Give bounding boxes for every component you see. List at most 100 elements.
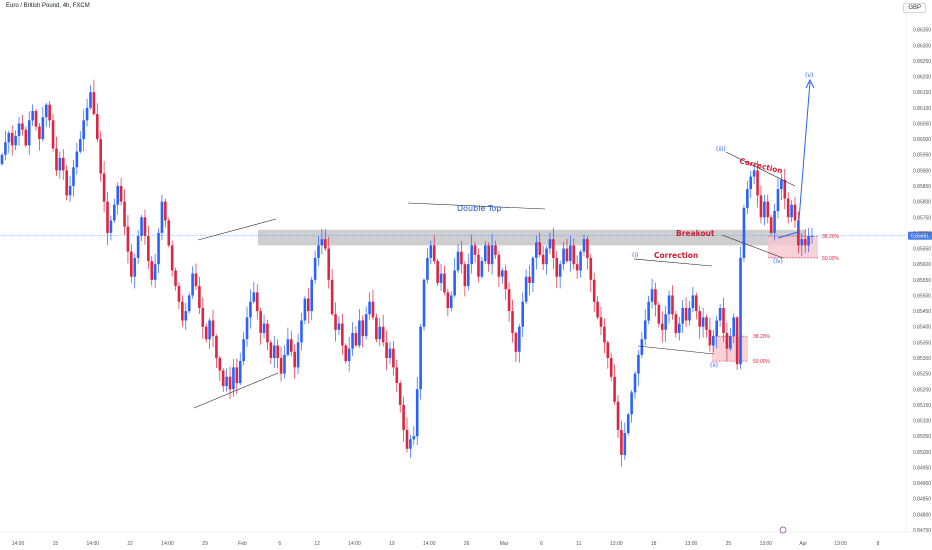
candle bbox=[364, 306, 368, 340]
candle bbox=[133, 253, 137, 289]
candle-body bbox=[759, 195, 763, 218]
candle-body bbox=[432, 245, 436, 262]
candle bbox=[51, 113, 55, 152]
candle-body bbox=[599, 317, 603, 327]
candle-body bbox=[633, 373, 637, 393]
candle bbox=[61, 149, 65, 180]
candle bbox=[603, 318, 606, 354]
candle-body bbox=[334, 314, 337, 330]
candle bbox=[99, 131, 102, 182]
x-tick-label: 29 bbox=[202, 541, 208, 547]
candle bbox=[518, 324, 521, 363]
candle bbox=[528, 265, 531, 296]
candle bbox=[582, 234, 586, 257]
x-tick-label: Feb bbox=[238, 541, 247, 547]
y-tick-label: 0.85950 bbox=[913, 153, 931, 159]
candle-body bbox=[603, 326, 606, 343]
candle-body bbox=[742, 207, 746, 258]
candle bbox=[157, 228, 160, 274]
candle-body bbox=[358, 320, 361, 346]
candle-body bbox=[320, 239, 324, 246]
candle bbox=[763, 194, 766, 226]
candle-body bbox=[654, 289, 657, 305]
candle bbox=[286, 327, 290, 357]
candle bbox=[732, 313, 736, 344]
candle-body bbox=[14, 135, 17, 146]
candle bbox=[228, 366, 232, 400]
candle bbox=[198, 276, 201, 314]
candle bbox=[647, 295, 650, 325]
candle bbox=[194, 263, 198, 290]
candle-body bbox=[130, 251, 133, 277]
candle bbox=[786, 192, 790, 224]
candle bbox=[218, 355, 222, 381]
candle-body bbox=[347, 348, 351, 362]
candle bbox=[562, 242, 565, 271]
y-tick-label: 0.85800 bbox=[913, 200, 931, 206]
y-tick-label: 0.84850 bbox=[913, 497, 931, 503]
y-tick-label: 0.85400 bbox=[913, 325, 931, 331]
candle bbox=[78, 131, 82, 154]
candle-body bbox=[392, 348, 395, 368]
candle bbox=[337, 316, 341, 335]
candle bbox=[409, 434, 412, 458]
candle bbox=[354, 325, 358, 348]
candle bbox=[483, 241, 487, 265]
candle-body bbox=[749, 176, 753, 190]
candle-body bbox=[313, 257, 317, 280]
candle bbox=[643, 309, 647, 346]
candle bbox=[630, 389, 633, 423]
candle bbox=[609, 352, 613, 382]
candle bbox=[589, 254, 593, 293]
correction-2-upper-line bbox=[725, 151, 796, 187]
currency-button[interactable]: GBP bbox=[903, 3, 926, 13]
candle-body bbox=[218, 358, 222, 371]
candle bbox=[708, 317, 712, 352]
y-tick-label: 0.86250 bbox=[913, 59, 931, 65]
candle bbox=[95, 103, 99, 142]
candle bbox=[637, 350, 640, 386]
candle bbox=[204, 323, 208, 343]
candle-body bbox=[344, 345, 348, 362]
candle bbox=[623, 422, 627, 460]
fib-label-lower-50: 50.00% bbox=[753, 359, 771, 365]
candle bbox=[541, 245, 545, 271]
candle-body bbox=[609, 358, 613, 377]
candle bbox=[712, 329, 715, 353]
candle-body bbox=[725, 332, 729, 349]
candle bbox=[245, 306, 249, 348]
candle-body bbox=[769, 217, 773, 233]
candle-body bbox=[422, 279, 426, 327]
candle bbox=[470, 234, 473, 274]
candle-body bbox=[650, 289, 654, 302]
y-tick-label: 0.85350 bbox=[913, 340, 931, 346]
candle bbox=[320, 229, 324, 255]
candle-body bbox=[514, 332, 518, 352]
candle-body bbox=[198, 286, 201, 308]
candle bbox=[368, 292, 371, 320]
candle bbox=[38, 123, 41, 151]
candle bbox=[201, 297, 205, 339]
candle bbox=[191, 266, 194, 299]
candle-body bbox=[429, 245, 433, 258]
candle bbox=[341, 313, 344, 355]
candle bbox=[592, 272, 596, 312]
candle-body bbox=[34, 110, 38, 127]
candle bbox=[531, 255, 535, 293]
candle-body bbox=[354, 332, 358, 346]
candle-body bbox=[10, 132, 14, 146]
candle-body bbox=[381, 326, 385, 343]
candle bbox=[293, 344, 296, 379]
y-tick-label: 0.85900 bbox=[913, 168, 931, 174]
candle-body bbox=[289, 339, 293, 352]
candle-body bbox=[44, 104, 48, 118]
candle-body bbox=[109, 220, 113, 233]
candle bbox=[385, 330, 388, 371]
candle bbox=[272, 335, 276, 368]
candle-body bbox=[613, 376, 616, 402]
y-tick-label: 0.85450 bbox=[913, 309, 931, 315]
candle bbox=[698, 305, 701, 339]
candle-body bbox=[579, 251, 582, 271]
candle-body bbox=[637, 354, 640, 374]
